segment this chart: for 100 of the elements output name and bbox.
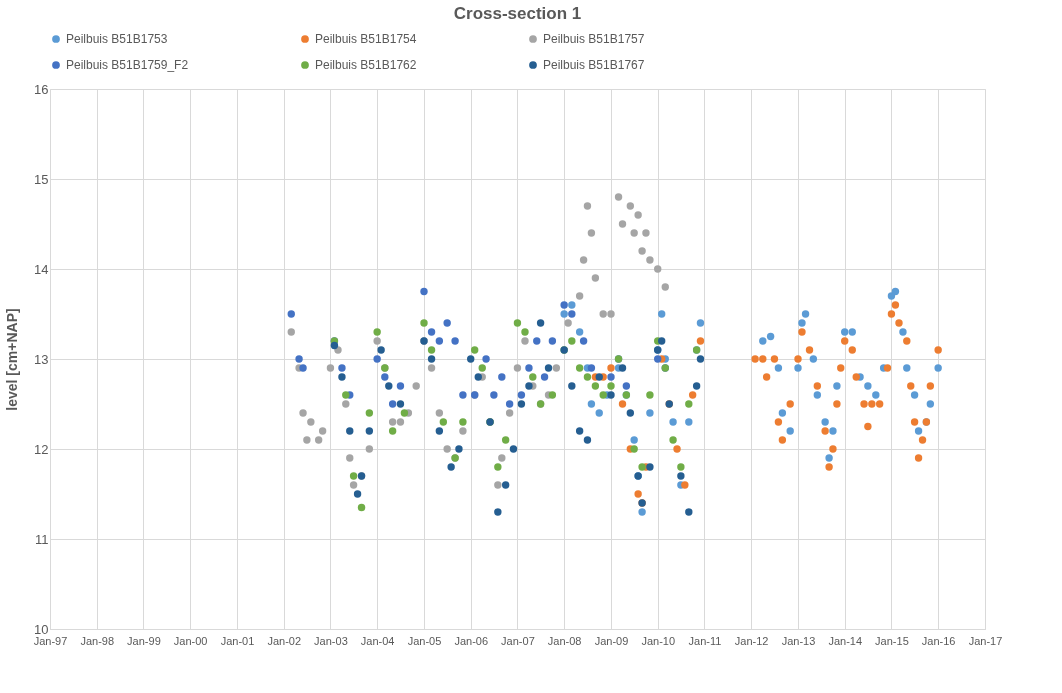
point xyxy=(427,328,436,336)
point xyxy=(657,310,666,318)
point xyxy=(494,463,502,471)
point xyxy=(357,503,366,512)
point xyxy=(299,409,307,417)
point xyxy=(914,454,923,462)
point xyxy=(498,454,506,462)
x-tick-label: Jan-13 xyxy=(781,634,816,647)
point xyxy=(373,328,381,336)
point xyxy=(774,364,783,372)
point xyxy=(688,391,697,399)
point xyxy=(591,382,600,390)
point xyxy=(443,319,451,327)
point xyxy=(798,328,806,336)
point xyxy=(630,436,638,444)
point xyxy=(899,328,907,336)
point xyxy=(821,418,829,426)
point xyxy=(568,310,576,318)
point xyxy=(685,400,693,408)
point xyxy=(934,364,942,372)
point xyxy=(825,454,833,462)
point xyxy=(642,229,650,237)
point xyxy=(829,445,837,453)
point xyxy=(459,418,467,426)
point xyxy=(786,427,794,435)
point xyxy=(926,382,935,390)
point xyxy=(505,400,514,408)
y-tick-label: 14 xyxy=(34,261,49,277)
point xyxy=(759,355,767,363)
legend-label: Peilbuis B51B1767 xyxy=(543,58,645,72)
point xyxy=(918,436,927,444)
point xyxy=(342,400,350,408)
point xyxy=(607,364,615,372)
point xyxy=(400,409,409,417)
point xyxy=(579,256,588,264)
x-tick-label: Jan-14 xyxy=(828,634,863,647)
point xyxy=(910,418,919,426)
point xyxy=(654,355,662,363)
point xyxy=(618,400,627,408)
point xyxy=(494,508,502,516)
point xyxy=(474,373,482,381)
point xyxy=(373,355,381,363)
point xyxy=(762,373,771,381)
point xyxy=(536,319,545,327)
point xyxy=(692,382,701,390)
point xyxy=(599,310,607,318)
point xyxy=(910,391,919,399)
point xyxy=(540,373,549,381)
point xyxy=(852,373,860,381)
point xyxy=(381,373,389,381)
x-tick-label: Jan-11 xyxy=(688,634,722,647)
x-tick-label: Jan-07 xyxy=(501,634,535,647)
point xyxy=(599,391,607,399)
point xyxy=(798,319,806,327)
point xyxy=(794,355,802,363)
point xyxy=(887,292,896,300)
point xyxy=(385,382,393,390)
point xyxy=(669,418,677,426)
point xyxy=(778,409,787,417)
point xyxy=(595,373,603,381)
x-tick-label: Jan-05 xyxy=(407,634,442,647)
point xyxy=(517,391,526,399)
point xyxy=(654,265,662,273)
point xyxy=(646,409,654,417)
point xyxy=(638,508,646,516)
point xyxy=(848,346,856,354)
point xyxy=(813,382,822,390)
point xyxy=(583,436,592,444)
y-tick-label: 15 xyxy=(34,171,49,187)
point xyxy=(412,382,420,390)
point xyxy=(388,400,397,408)
point xyxy=(494,481,502,489)
point xyxy=(696,355,705,363)
point xyxy=(326,364,335,372)
legend-label: Peilbuis B51B1754 xyxy=(315,32,417,46)
point xyxy=(373,337,381,345)
x-tick-label: Jan-10 xyxy=(641,634,676,647)
point xyxy=(595,409,603,417)
point xyxy=(521,337,529,345)
point xyxy=(568,301,576,309)
point xyxy=(833,382,841,390)
point xyxy=(685,508,693,516)
point xyxy=(868,400,876,408)
point xyxy=(318,427,327,435)
point xyxy=(751,355,759,363)
point xyxy=(396,400,405,408)
point xyxy=(809,355,818,363)
point xyxy=(330,341,339,350)
point xyxy=(505,409,514,417)
point xyxy=(837,364,845,372)
point xyxy=(451,337,459,345)
point xyxy=(587,229,596,237)
point xyxy=(661,283,669,291)
point xyxy=(396,382,405,390)
point xyxy=(696,337,705,345)
point xyxy=(759,337,767,345)
point xyxy=(618,364,627,372)
x-tick-label: Jan-98 xyxy=(80,634,115,647)
point xyxy=(533,337,541,345)
y-tick-label: 11 xyxy=(35,531,49,547)
